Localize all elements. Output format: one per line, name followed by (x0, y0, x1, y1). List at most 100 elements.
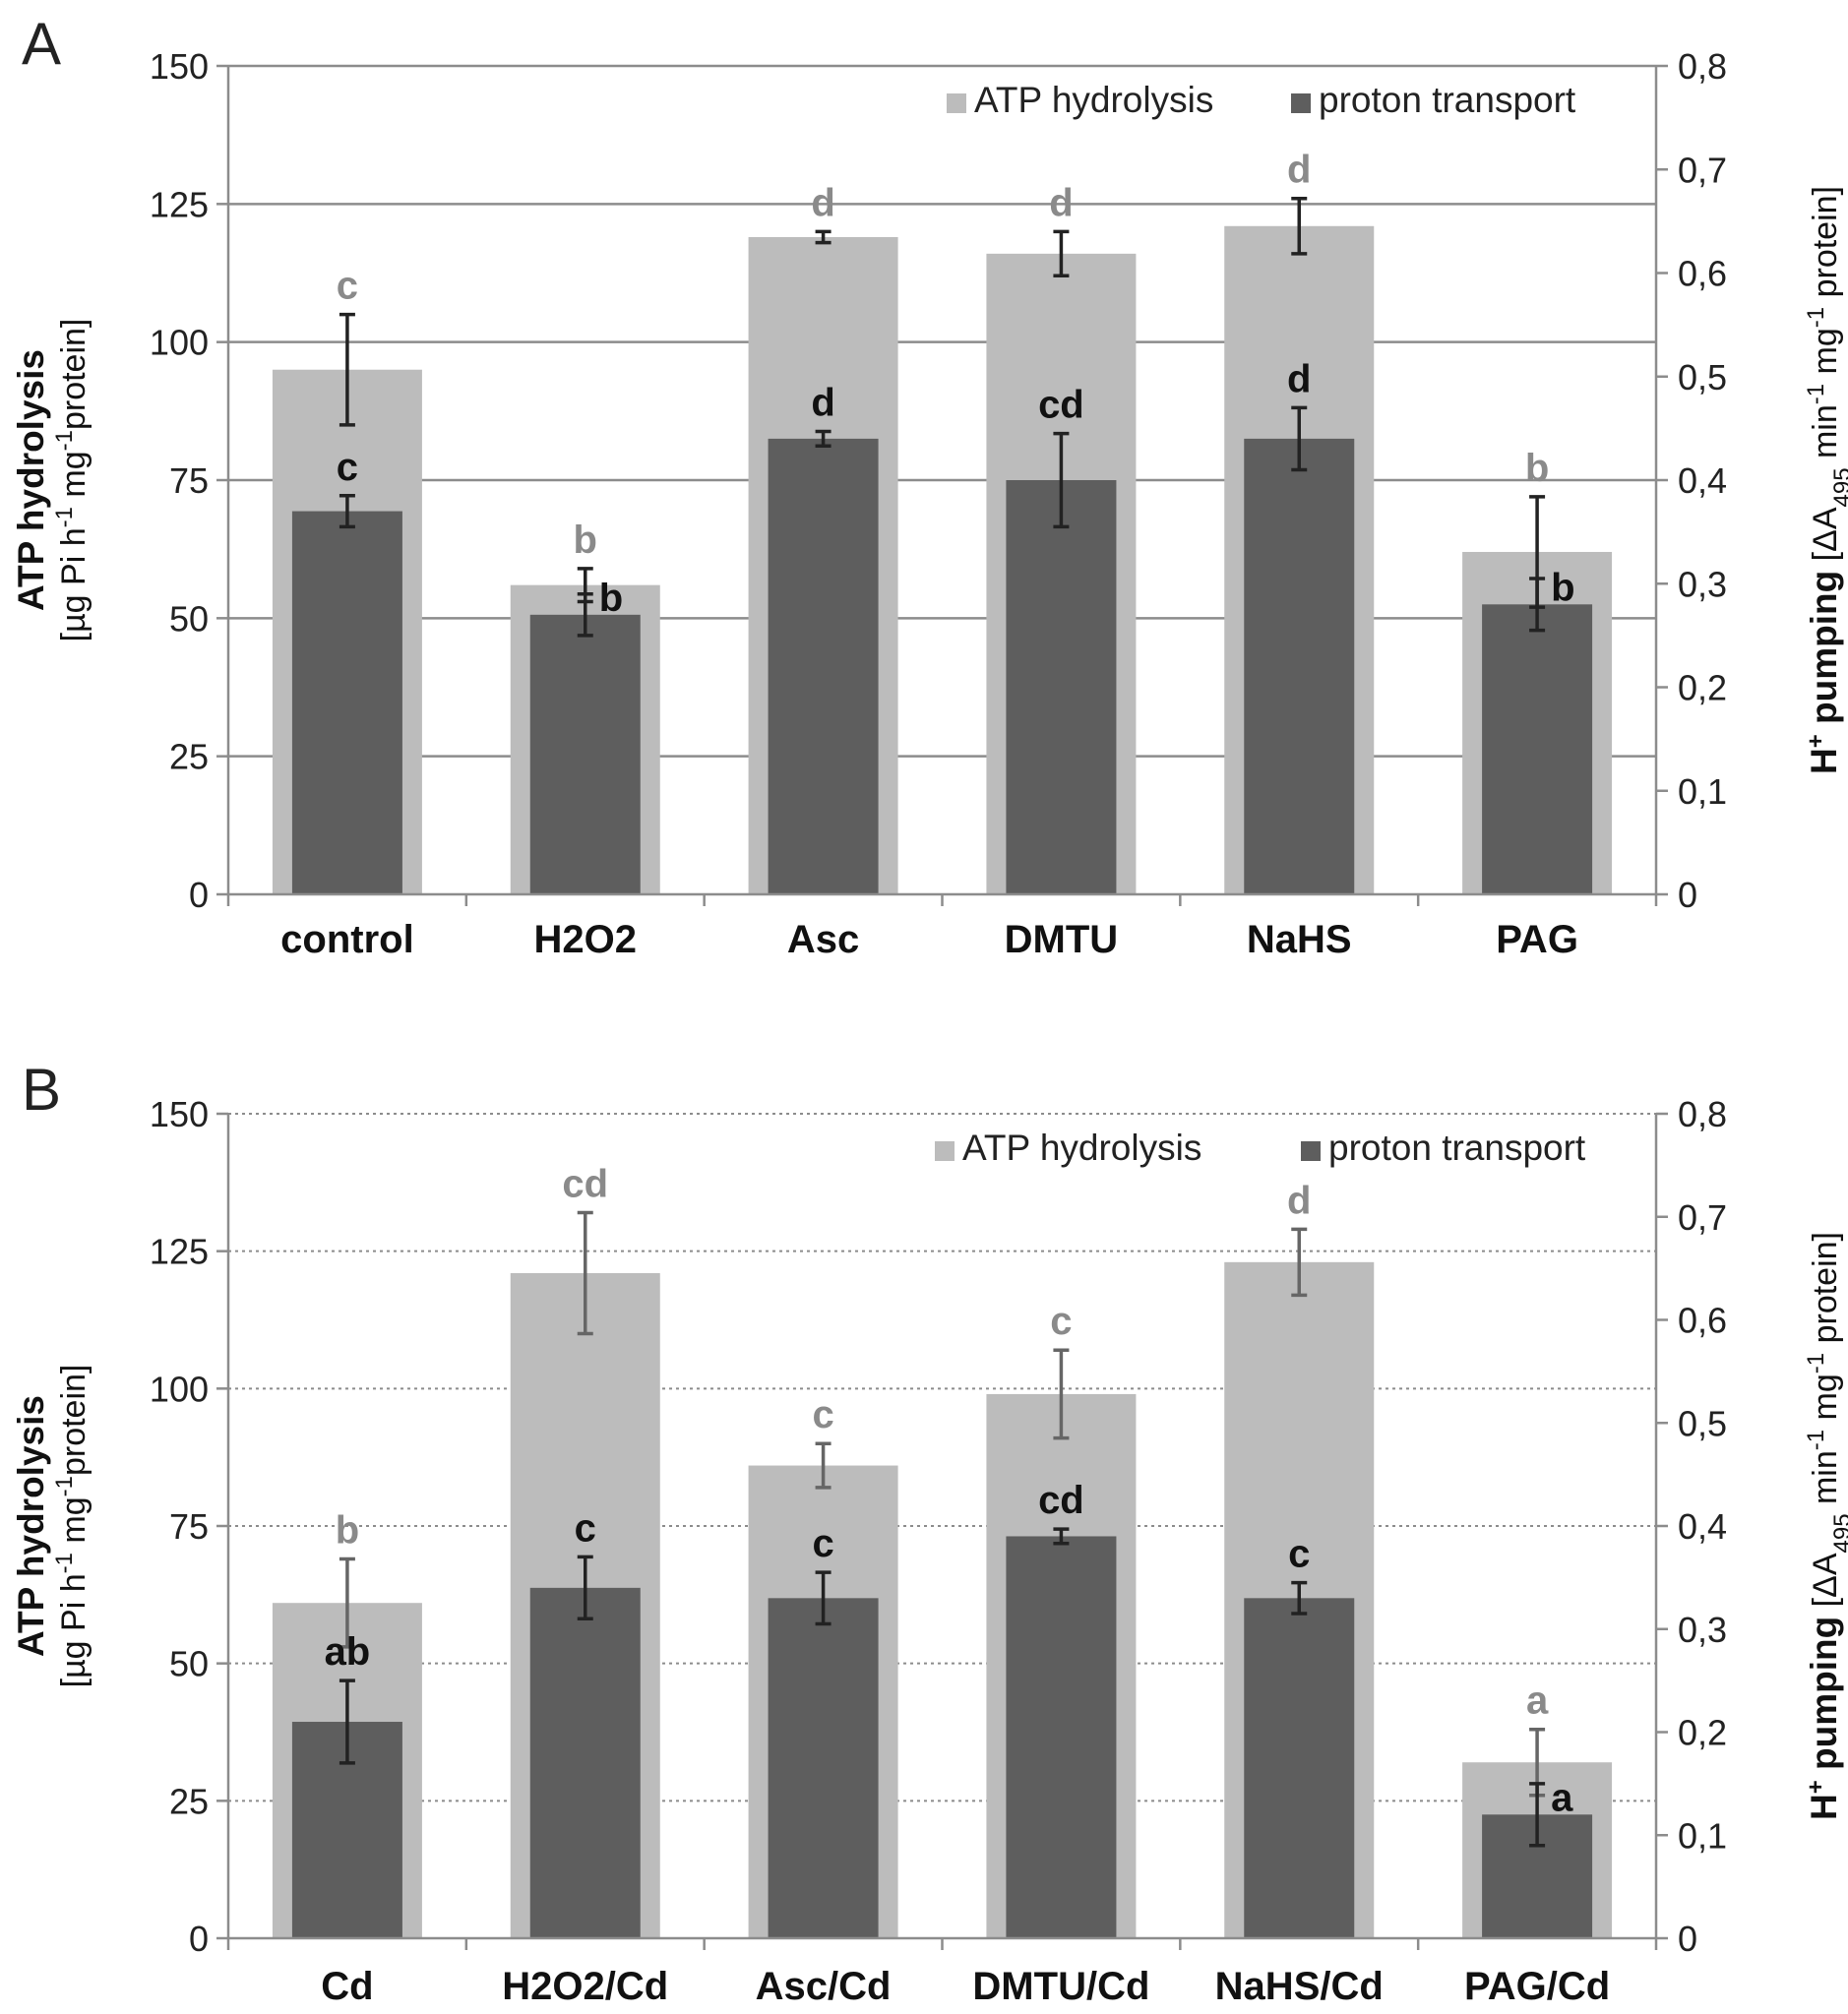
right-tick-label: 0,2 (1678, 668, 1727, 708)
right-axis-unit-part: 495 (1829, 467, 1848, 507)
right-axis-unit-part: [ΔA (1807, 507, 1844, 571)
significance-letter-atp: b (1525, 447, 1549, 490)
right-axis-unit: [ΔA495 min-1 mg-1 protein] (1803, 1232, 1848, 1617)
right-axis-title-bold: H+ pumping (1803, 571, 1845, 774)
bar-proton-transport (1482, 604, 1593, 894)
significance-letter-proton: c (812, 1522, 833, 1565)
legend-label-proton: proton transport (1328, 1128, 1586, 1168)
category-label: DMTU/Cd (972, 1965, 1149, 2008)
right-tick-label: 0,7 (1678, 1197, 1727, 1238)
category-label: H2O2 (534, 918, 638, 961)
significance-letter-proton: d (1287, 357, 1311, 400)
panel-letter: B (22, 1057, 61, 1123)
left-tick-label: 25 (169, 737, 209, 777)
right-tick-label: 0,1 (1678, 1815, 1727, 1856)
left-tick-label: 125 (150, 1232, 209, 1272)
significance-letter-proton: a (1551, 1776, 1573, 1819)
right-tick-label: 0,6 (1678, 1301, 1727, 1341)
left-axis-unit: [µg Pi h-1 mg-1protein] (51, 319, 93, 642)
legend-swatch-proton (1301, 1141, 1321, 1161)
significance-letter-atp: cd (562, 1163, 608, 1206)
bar-proton-transport (768, 1598, 879, 1938)
left-tick-label: 25 (169, 1781, 209, 1821)
category-label: Asc/Cd (756, 1965, 892, 2008)
significance-letter-proton: cd (1038, 384, 1084, 427)
significance-letter-proton: c (1288, 1533, 1310, 1576)
right-axis-unit-part: protein] (1807, 1232, 1844, 1353)
significance-letter-atp: d (1287, 149, 1311, 192)
right-tick-label: 0,6 (1678, 254, 1727, 294)
right-axis-unit-part: mg (1807, 328, 1844, 384)
significance-letter-proton: c (575, 1506, 596, 1550)
right-tick-label: 0,7 (1678, 150, 1727, 190)
category-label: PAG/Cd (1464, 1965, 1610, 2008)
left-axis-unit-part: -1 (51, 507, 78, 527)
left-axis-title: ATP hydrolysis (11, 1395, 51, 1657)
right-tick-label: 0,5 (1678, 357, 1727, 397)
right-tick-label: 0,2 (1678, 1713, 1727, 1753)
right-axis-title-part: + (1803, 1780, 1829, 1794)
significance-letter-proton: cd (1038, 1479, 1084, 1522)
category-label: DMTU (1005, 918, 1119, 961)
legend-label-atp: ATP hydrolysis (962, 1128, 1201, 1168)
right-axis-unit-part: -1 (1803, 1430, 1829, 1450)
right-tick-label: 0 (1678, 1919, 1697, 1959)
right-tick-label: 0,1 (1678, 771, 1727, 812)
legend-label-atp: ATP hydrolysis (974, 80, 1213, 120)
bar-proton-transport (1006, 480, 1117, 894)
right-axis-unit: [ΔA495 min-1 mg-1 protein] (1803, 186, 1848, 571)
left-tick-label: 50 (169, 598, 209, 639)
right-axis-unit-part: 495 (1829, 1513, 1848, 1553)
left-tick-label: 0 (189, 1919, 209, 1959)
significance-letter-atp: d (1049, 181, 1073, 224)
bar-proton-transport (1244, 1598, 1355, 1938)
left-tick-label: 150 (150, 46, 209, 87)
left-axis-unit-part: protein] (55, 319, 92, 430)
left-axis-title: ATP hydrolysis (11, 349, 51, 611)
category-label: Cd (321, 1965, 373, 2008)
bar-proton-transport (529, 1587, 641, 1938)
left-tick-label: 50 (169, 1644, 209, 1684)
left-tick-label: 0 (189, 875, 209, 915)
right-tick-label: 0,4 (1678, 1506, 1727, 1547)
left-tick-label: 100 (150, 323, 209, 363)
bar-proton-transport (768, 438, 879, 894)
right-axis-title: H+ pumping [ΔA495 min-1 mg-1 protein] (1803, 186, 1848, 774)
panel-letter: A (22, 11, 61, 77)
significance-letter-atp: d (1287, 1179, 1311, 1222)
category-label: PAG (1496, 918, 1578, 961)
right-tick-label: 0,3 (1678, 564, 1727, 604)
left-axis-unit-part: [µg Pi h (55, 1573, 92, 1687)
significance-letter-proton: b (599, 577, 623, 620)
category-label: H2O2/Cd (502, 1965, 668, 2008)
right-axis-title-part: pumping (1804, 1617, 1844, 1780)
right-axis-unit-part: [ΔA (1807, 1553, 1844, 1617)
right-axis-unit-part: min (1807, 404, 1844, 467)
left-axis-unit-part: protein] (55, 1365, 92, 1476)
significance-letter-atp: a (1526, 1679, 1549, 1723)
category-label: NaHS (1247, 918, 1352, 961)
legend-swatch-atp (947, 93, 966, 113)
left-axis-unit-part: mg (55, 451, 92, 507)
right-axis-title: H+ pumping [ΔA495 min-1 mg-1 protein] (1803, 1232, 1848, 1820)
bar-proton-transport (1006, 1536, 1117, 1938)
significance-letter-proton: b (1551, 566, 1574, 609)
legend-swatch-proton (1291, 93, 1311, 113)
right-tick-label: 0,3 (1678, 1610, 1727, 1650)
left-axis-unit-part: [µg Pi h (55, 527, 92, 641)
right-tick-label: 0,5 (1678, 1403, 1727, 1443)
significance-letter-atp: b (336, 1509, 359, 1553)
right-axis-unit-part: -1 (1803, 384, 1829, 404)
significance-letter-atp: b (574, 519, 597, 562)
significance-letter-atp: c (1050, 1300, 1072, 1343)
left-tick-label: 100 (150, 1369, 209, 1409)
right-axis-unit-part: min (1807, 1450, 1844, 1513)
legend-swatch-atp (935, 1141, 955, 1161)
left-tick-label: 125 (150, 184, 209, 224)
right-axis-title-part: + (1803, 734, 1829, 748)
right-tick-label: 0,4 (1678, 460, 1727, 501)
bar-proton-transport (529, 614, 641, 894)
right-axis-title-part: pumping (1804, 571, 1844, 734)
left-tick-label: 150 (150, 1094, 209, 1134)
